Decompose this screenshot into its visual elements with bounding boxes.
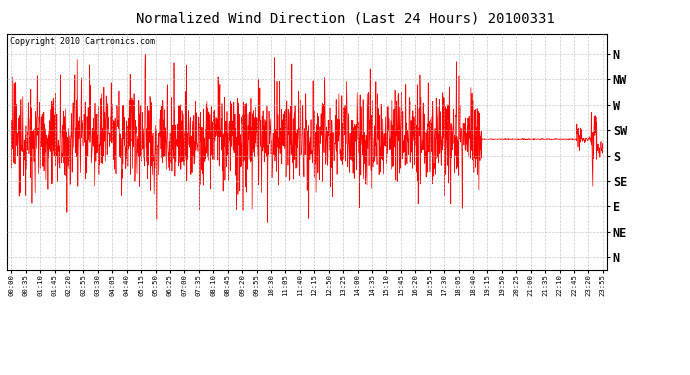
Text: Normalized Wind Direction (Last 24 Hours) 20100331: Normalized Wind Direction (Last 24 Hours… xyxy=(136,11,554,25)
Text: Copyright 2010 Cartronics.com: Copyright 2010 Cartronics.com xyxy=(10,37,155,46)
